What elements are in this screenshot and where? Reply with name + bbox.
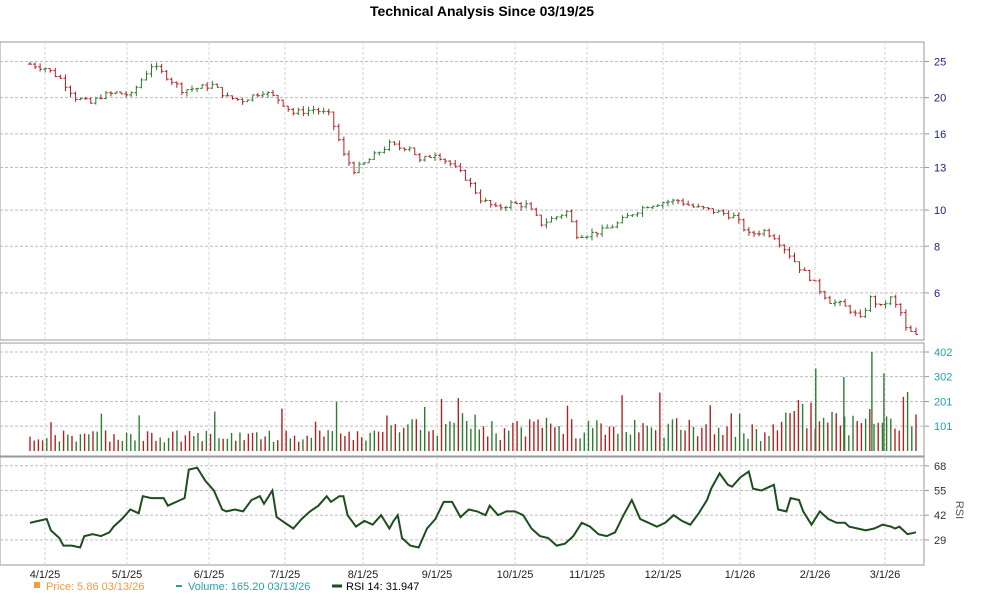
x-tick-label: 5/1/25 [112, 569, 143, 581]
rsi-line-group [29, 466, 917, 549]
x-tick-label: 1/1/26 [725, 569, 756, 581]
volume-tick-label: 402 [934, 347, 952, 359]
rsi-tick-label: 55 [934, 486, 946, 498]
price-tick-label: 20 [934, 93, 946, 105]
legend-label: Price: 5.86 03/13/26 [46, 581, 144, 593]
rsi-axis-label: RSI [953, 501, 965, 519]
price-bars [28, 61, 918, 335]
x-tick-label: 4/1/25 [30, 569, 61, 581]
volume-bars [29, 352, 917, 451]
legend: Price: 5.86 03/13/26 Volume: 165.20 03/13… [34, 581, 419, 593]
x-tick-label: 7/1/25 [270, 569, 301, 581]
volume-tick-label: 302 [934, 372, 952, 384]
rsi-tick-label: 68 [934, 461, 946, 473]
x-tick-label: 8/1/25 [348, 569, 379, 581]
rsi-tick-label: 29 [934, 535, 946, 547]
legend-label: Volume: 165.20 03/13/26 [188, 581, 310, 593]
x-tick-label: 9/1/25 [422, 569, 453, 581]
x-tick-label: 2/1/26 [800, 569, 831, 581]
x-tick-label: 11/1/25 [569, 569, 605, 581]
volume-tick-label: 101 [934, 421, 952, 433]
price-tick-label: 8 [934, 241, 940, 253]
price-tick-label: 16 [934, 129, 946, 141]
axis-labels: 25 20 16 13 10 8 6 402 302 201 101 68 55 42 29 RSI 4/1/2… [30, 56, 965, 581]
legend-price-swatch [34, 582, 40, 588]
rsi-tick-label: 42 [934, 510, 946, 522]
chart-title: Technical Analysis Since 03/19/25 [370, 3, 594, 19]
volume-tick-label: 201 [934, 397, 952, 409]
legend-label: RSI 14: 31.947 [346, 581, 419, 593]
x-tick-label: 10/1/25 [497, 569, 534, 581]
x-tick-label: 12/1/25 [645, 569, 682, 581]
price-tick-label: 13 [934, 163, 946, 175]
price-tick-label: 25 [934, 56, 946, 68]
gridlines [0, 42, 924, 565]
x-tick-label: 3/1/26 [870, 569, 901, 581]
price-panel-frame [0, 41, 925, 341]
price-tick-label: 6 [934, 288, 940, 300]
x-tick-label: 6/1/25 [194, 569, 225, 581]
rsi-line [29, 466, 917, 549]
volume-panel-frame [0, 342, 925, 457]
rsi-panel-frame [0, 456, 925, 566]
price-tick-label: 10 [934, 205, 946, 217]
